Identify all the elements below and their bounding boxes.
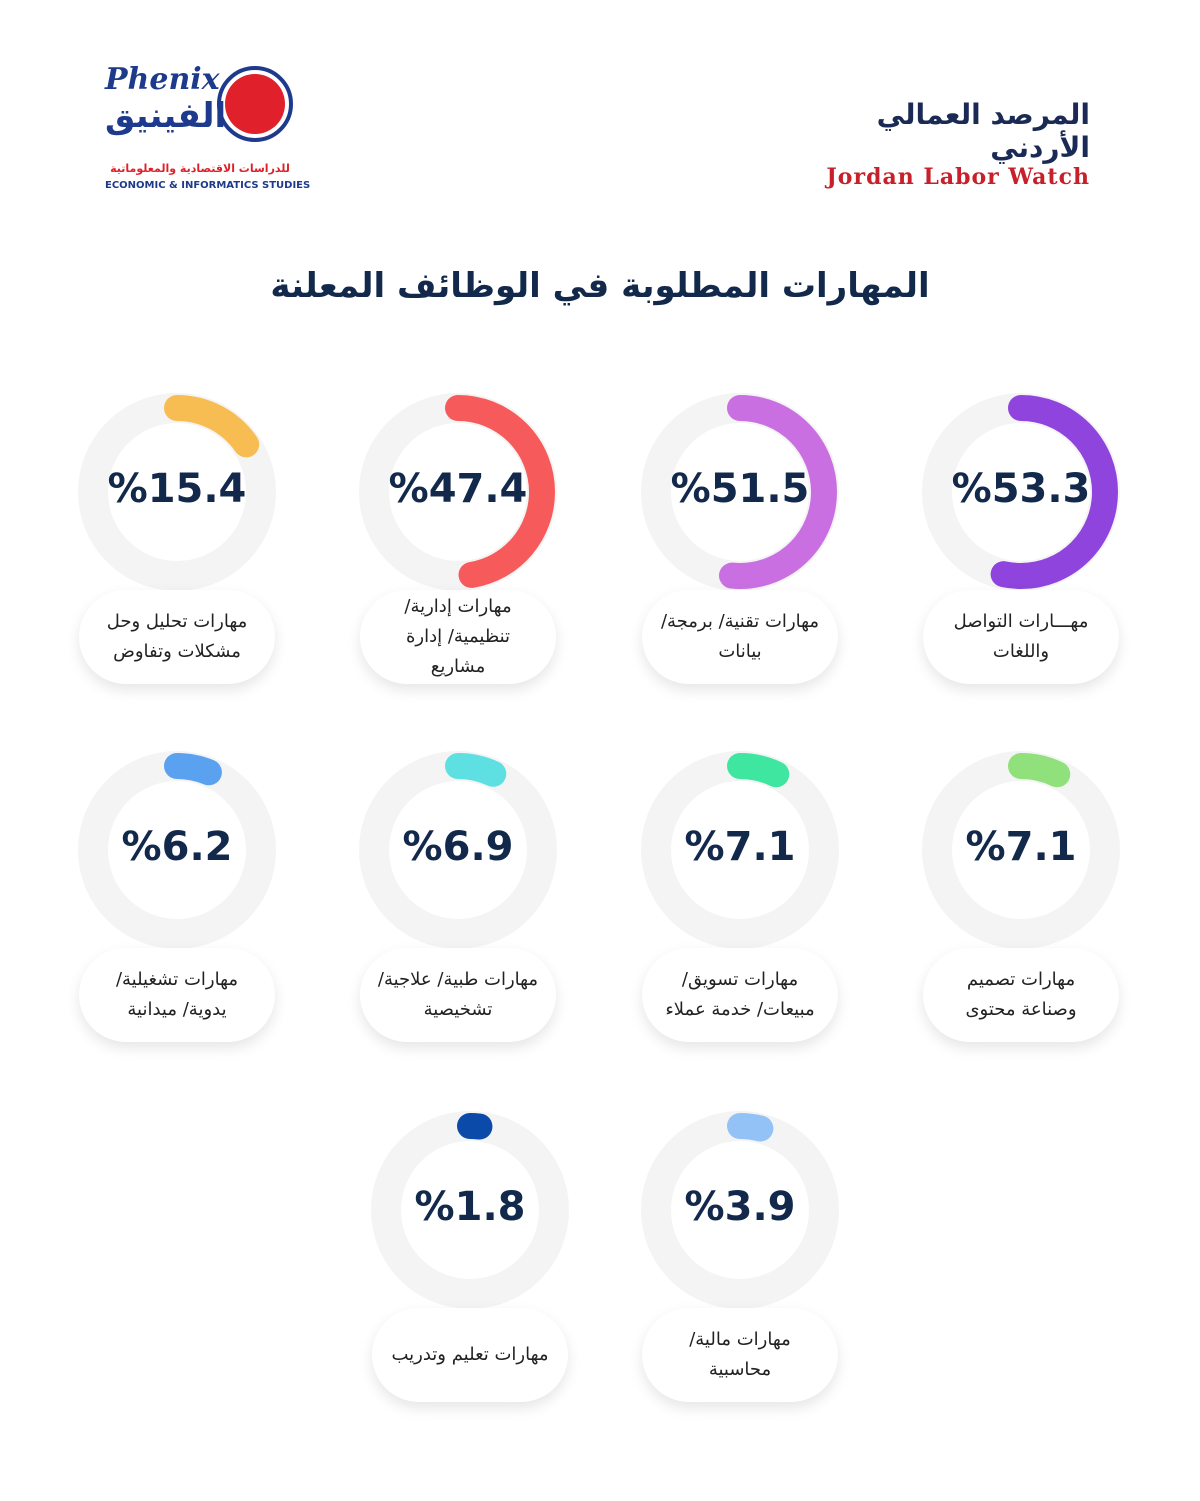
logo-latin: Phenix	[105, 62, 220, 97]
value-label: %53.3	[951, 466, 1091, 512]
jlw-latin: Jordan Labor Watch	[826, 164, 1090, 190]
category-label: مهارات تصميم وصناعة محتوى	[923, 948, 1119, 1042]
ring-arc	[361, 753, 555, 947]
jlw-arabic: المرصد العمالي الأردني	[876, 98, 1090, 164]
category-label: مهارات طبية/ علاجية/ تشخيصية	[360, 948, 556, 1042]
ring-arc	[80, 395, 274, 589]
category-label: مهارات تعليم وتدريب	[372, 1308, 568, 1402]
category-label: مهـــارات التواصل واللغات	[923, 590, 1119, 684]
ring-arc	[643, 395, 837, 589]
jlw-logo: المرصد العمالي الأردني Jordan Labor Watc…	[800, 98, 1090, 190]
value-label: %51.5	[670, 466, 810, 512]
category-label: مهارات تسويق/ مبيعات/ خدمة عملاء	[642, 948, 838, 1042]
logo-sub-arabic: للدراسات الاقتصادية والمعلوماتية	[110, 162, 290, 175]
phenix-logo: Phenix الفينيق للدراسات الاقتصادية والمع…	[105, 62, 311, 197]
value-label: %6.9	[402, 824, 514, 870]
logo-arabic: الفينيق	[105, 96, 227, 136]
value-label: %15.4	[107, 466, 247, 512]
ring-arc	[924, 753, 1118, 947]
chart-title: المهارات المطلوبة في الوظائف المعلنة	[270, 266, 930, 306]
category-label: مهارات تقنية/ برمجة/ بيانات	[642, 590, 838, 684]
logo-sub-latin: ECONOMIC & INFORMATICS STUDIES	[105, 180, 311, 191]
ring-arc	[373, 1113, 567, 1307]
value-label: %3.9	[684, 1184, 796, 1230]
ring-arc	[643, 1113, 837, 1307]
logo-bird	[225, 74, 285, 134]
phenix-logo-icon	[217, 66, 293, 142]
value-label: %47.4	[388, 466, 528, 512]
value-label: %6.2	[121, 824, 233, 870]
logo-ring	[217, 66, 293, 142]
category-label: مهارات تحليل وحل مشكلات وتفاوض	[79, 590, 275, 684]
value-label: %1.8	[414, 1184, 526, 1230]
value-label: %7.1	[965, 824, 1077, 870]
ring-arc	[924, 395, 1118, 589]
ring-arc	[643, 753, 837, 947]
category-label: مهارات تشغيلية/ يدوية/ ميدانية	[79, 948, 275, 1042]
ring-arc	[80, 753, 274, 947]
category-label: مهارات إدارية/ تنظيمية/ إدارة مشاريع	[360, 590, 556, 684]
ring-arc	[361, 395, 555, 589]
value-label: %7.1	[684, 824, 796, 870]
category-label: مهارات مالية/ محاسبية	[642, 1308, 838, 1402]
